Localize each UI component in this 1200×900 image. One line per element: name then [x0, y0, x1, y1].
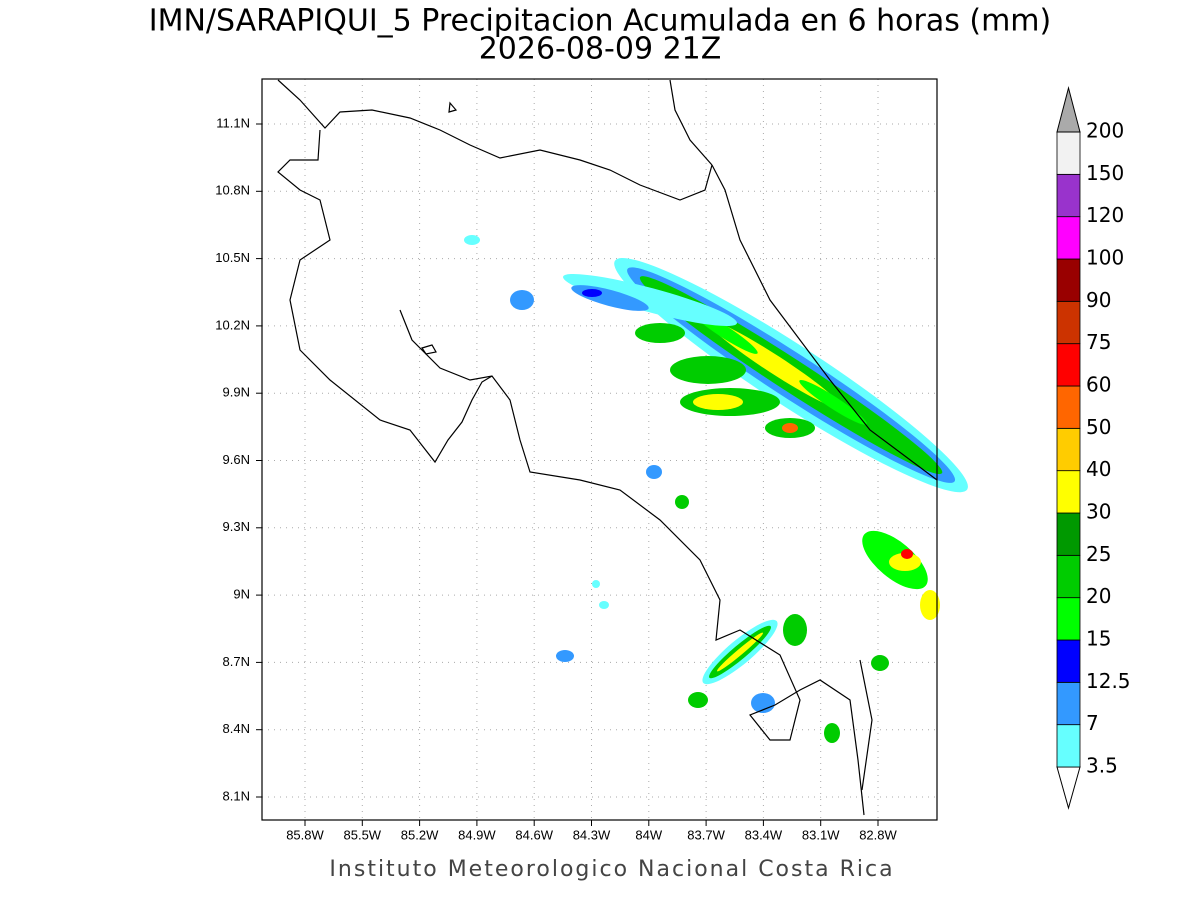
colorbar-label: 60 [1086, 373, 1111, 397]
colorbar-label: 150 [1086, 161, 1124, 185]
x-tick-label: 83.4W [745, 827, 783, 842]
title: IMN/SARAPIQUI_5 Precipitacion Acumulada … [149, 4, 1051, 39]
colorbar-box [1056, 639, 1081, 683]
colorbar-label: 40 [1086, 457, 1111, 481]
colorbar-label: 120 [1086, 203, 1124, 227]
colorbar-label: 90 [1086, 288, 1111, 312]
colorbar-label: 25 [1086, 542, 1111, 566]
grid: 85.8W 85.5W 85.2W 84.9W 84.6W 84.3W 84W 83.7W 83… [215, 79, 937, 842]
colorbar-label: 200 [1086, 119, 1124, 143]
colorbar-box [1056, 681, 1081, 726]
y-tick-label: 9.3N [223, 519, 250, 534]
colorbar-label: 7 [1086, 711, 1099, 735]
y-tick-label: 10.2N [215, 317, 250, 332]
x-tick-label: 85.5W [344, 827, 382, 842]
colorbar-box [1056, 724, 1081, 768]
x-tick-label: 84W [635, 827, 662, 842]
x-tick-label: 83.7W [687, 827, 725, 842]
colorbar-box [1056, 470, 1081, 514]
x-tick-label: 85.2W [401, 827, 439, 842]
x-tick-label: 84.9W [458, 827, 496, 842]
y-tick-label: 10.8N [215, 183, 250, 198]
x-tick-label: 83.1W [802, 827, 840, 842]
colorbar-lower [1056, 766, 1081, 810]
x-tick-label: 84.3W [573, 827, 611, 842]
colorbar-upper [1056, 86, 1081, 133]
colorbar-label: 30 [1086, 500, 1111, 524]
colorbar-box [1056, 512, 1081, 556]
colorbar-box [1056, 300, 1081, 345]
y-tick-label: 8.7N [223, 654, 250, 669]
y-tick-label: 8.4N [223, 721, 250, 736]
map-frame [261, 78, 938, 821]
colorbar-label: 75 [1086, 330, 1111, 354]
precipitation [464, 235, 968, 743]
colorbar-box [1056, 173, 1081, 218]
colorbar-box [1056, 258, 1081, 302]
x-tick-label: 85.8W [286, 827, 324, 842]
y-tick-label: 8.1N [223, 788, 250, 803]
subtitle: 2026-08-09 21Z [479, 32, 722, 67]
colorbar-box [1056, 427, 1081, 472]
colorbar-label: 50 [1086, 415, 1111, 439]
colorbar-label: 3.5 [1086, 754, 1118, 778]
colorbar: 3.5 7 12.5 15 20 25 30 40 50 60 75 90 100 120 150 200 [1056, 86, 1131, 810]
y-tick-label: 11.1N [216, 115, 250, 130]
colorbar-label: 20 [1086, 584, 1111, 608]
colorbar-box [1056, 131, 1081, 175]
colorbar-label: 100 [1086, 246, 1124, 270]
colorbar-label: 15 [1086, 627, 1111, 651]
footer: Instituto Meteorologico Nacional Costa R… [329, 857, 894, 882]
coastlines [277, 79, 938, 816]
y-tick-label: 10.5N [215, 250, 250, 265]
colorbar-label: 12.5 [1086, 669, 1131, 693]
colorbar-box [1056, 385, 1081, 429]
y-tick-label: 9.9N [223, 385, 250, 400]
colorbar-box [1056, 343, 1081, 387]
y-tick-label: 9N [233, 587, 250, 602]
colorbar-box [1056, 597, 1081, 641]
colorbar-box [1056, 216, 1081, 260]
y-tick-label: 9.6N [223, 452, 250, 467]
x-tick-label: 82.8W [859, 827, 897, 842]
x-tick-label: 84.6W [515, 827, 553, 842]
colorbar-box [1056, 554, 1081, 599]
